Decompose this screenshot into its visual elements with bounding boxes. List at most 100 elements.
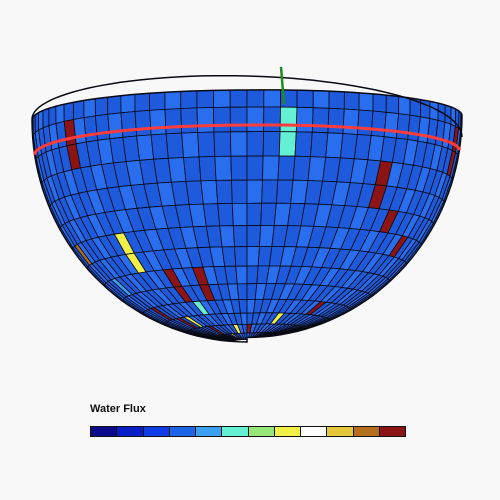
globe-rim xyxy=(31,74,463,138)
globe-cell xyxy=(356,109,374,136)
globe-cell xyxy=(185,180,204,206)
globe-cell xyxy=(134,89,151,112)
globe-cell-highlight xyxy=(278,131,297,157)
globe-cell xyxy=(183,156,202,182)
globe-cell xyxy=(197,131,216,158)
colorbar-swatch-5 xyxy=(222,427,249,436)
globe-cell xyxy=(149,108,167,136)
globe-cell xyxy=(277,155,296,181)
globe-cell xyxy=(54,89,65,125)
globe-cell xyxy=(295,106,314,133)
colorbar-swatch-11 xyxy=(379,427,405,436)
colorbar-swatch-3 xyxy=(169,427,196,436)
globe-cell xyxy=(262,155,280,181)
globe-cell xyxy=(385,89,400,115)
globe-cell xyxy=(136,134,155,161)
globe-cell xyxy=(246,179,263,204)
globe-cell xyxy=(229,106,248,133)
globe-cell xyxy=(234,246,248,267)
colorbar-swatch-1 xyxy=(117,427,144,436)
globe-cell xyxy=(148,89,166,111)
globe-cell xyxy=(229,131,248,157)
globe-cell xyxy=(231,179,248,204)
globe-cell xyxy=(328,89,346,110)
colorbar-swatch-7 xyxy=(274,427,301,436)
globe-cell xyxy=(120,89,136,114)
globe-cell xyxy=(343,89,360,111)
globe-cell xyxy=(215,179,233,205)
globe-cell xyxy=(262,131,281,157)
globe-cell-highlight xyxy=(279,106,298,133)
globe-cell xyxy=(342,108,360,135)
globe-cell xyxy=(196,107,215,133)
globe-cell xyxy=(167,157,187,183)
globe-cell xyxy=(246,225,262,248)
globe-cell xyxy=(37,89,44,131)
globe-cell xyxy=(311,107,330,134)
globe-cell xyxy=(134,109,152,137)
globe-cell xyxy=(164,89,182,110)
colorbar-swatch-10 xyxy=(353,427,380,436)
globe-cell xyxy=(200,179,219,205)
globe-cell xyxy=(180,89,198,110)
globe-cell xyxy=(398,89,411,116)
globe-cell xyxy=(107,112,124,140)
globe-cell xyxy=(232,225,248,248)
globe-cell xyxy=(358,89,374,112)
globe-cell xyxy=(165,132,184,159)
colorbar-swatch-8 xyxy=(301,427,328,436)
globe-cell xyxy=(231,202,248,227)
globe-cell xyxy=(217,202,234,227)
globe-cell xyxy=(213,131,232,157)
globe-cell xyxy=(198,156,217,182)
globe-cell xyxy=(312,89,330,109)
globe-cell xyxy=(372,89,388,113)
globe-cell xyxy=(94,113,111,141)
globe-cell xyxy=(238,299,248,314)
globe-cell xyxy=(429,89,440,121)
colorbar-swatch-4 xyxy=(196,427,223,436)
globe-cell xyxy=(246,106,265,133)
globe-cell xyxy=(246,202,263,227)
globe-cell xyxy=(419,89,431,119)
globe-cell xyxy=(120,111,138,138)
globe-cell xyxy=(260,202,277,226)
colorbar-swatch-0 xyxy=(91,427,118,436)
globe-cell xyxy=(325,132,344,159)
globe-cell xyxy=(47,89,57,127)
globe-cell xyxy=(106,89,122,115)
globe-cell xyxy=(196,89,214,109)
globe-cell xyxy=(246,246,260,267)
globe-cell xyxy=(164,108,183,135)
globe-cell xyxy=(310,131,329,158)
globe-cell xyxy=(214,155,232,181)
globe-cell xyxy=(263,89,282,108)
globe-cell xyxy=(202,203,221,227)
globe-cell xyxy=(246,131,265,157)
colorbar-swatch-6 xyxy=(248,427,275,436)
globe-cell xyxy=(409,89,422,118)
globe-cell xyxy=(34,89,40,134)
globe-cell xyxy=(236,283,248,301)
globe-cell xyxy=(213,106,231,133)
globe-outline xyxy=(31,89,463,343)
globe-cell xyxy=(246,89,265,108)
globe-cell xyxy=(261,179,279,204)
globe-cell xyxy=(246,155,264,181)
globe-cell xyxy=(292,155,311,181)
globe-cell xyxy=(370,110,387,138)
colorbar-title: Water Flux xyxy=(90,403,146,415)
globe-cell xyxy=(275,179,294,204)
equator-line xyxy=(33,123,461,155)
colorbar-swatch-2 xyxy=(143,427,170,436)
globe-cell xyxy=(212,89,231,108)
globe-cell xyxy=(221,246,237,267)
globe-cell xyxy=(150,133,169,160)
globe-cell-grid xyxy=(32,89,462,342)
globe-cell xyxy=(229,89,248,108)
colorbar-swatch-9 xyxy=(327,427,354,436)
globe-cell xyxy=(235,265,248,285)
globe-cell xyxy=(180,107,199,134)
globe-cell xyxy=(246,265,259,285)
globe-cell xyxy=(327,107,345,134)
